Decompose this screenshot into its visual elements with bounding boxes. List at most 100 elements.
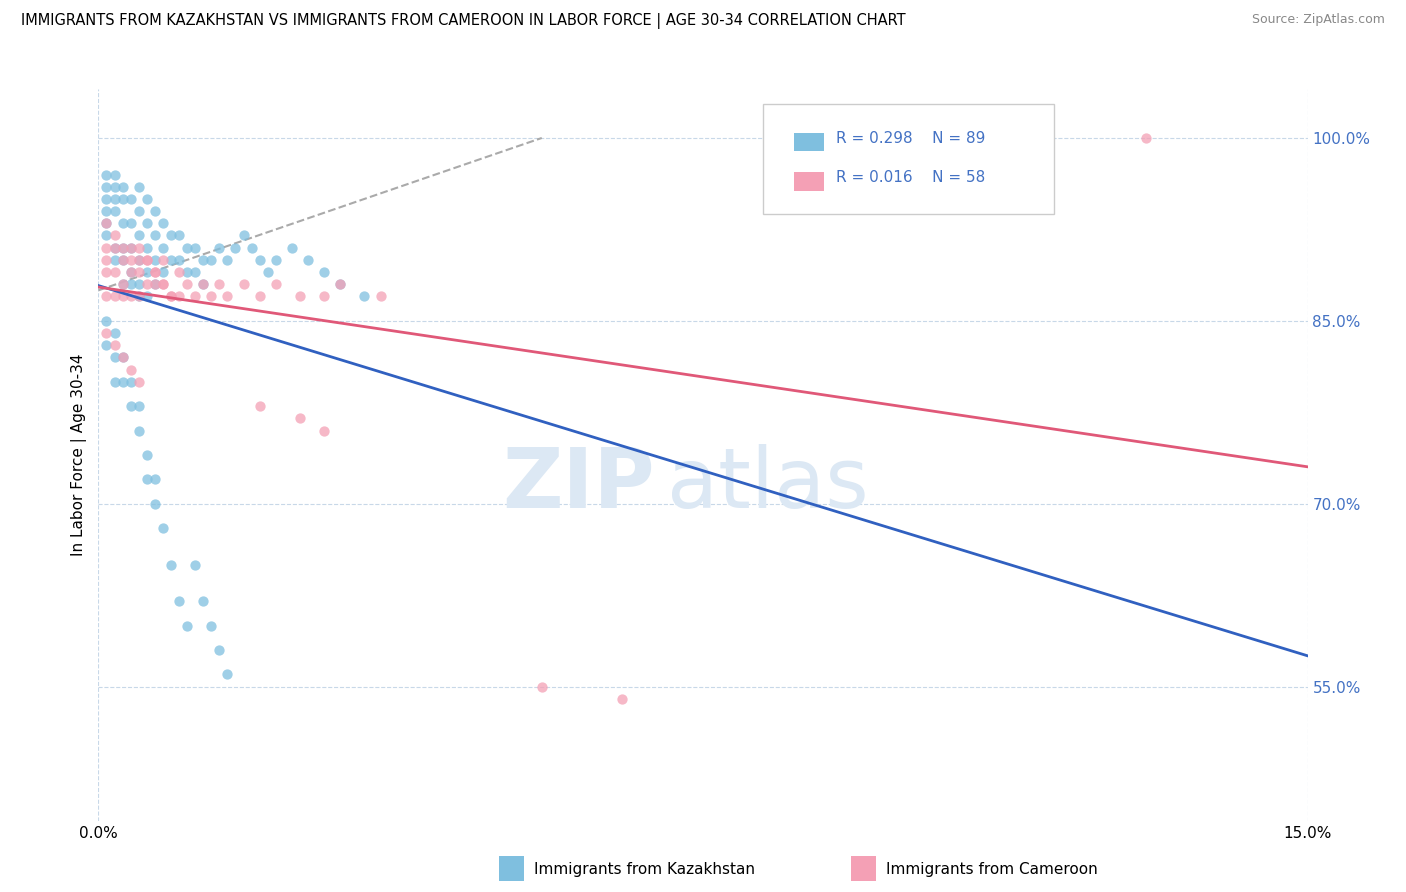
Point	[135, 265, 157, 279]
Point	[193, 252, 215, 267]
Point	[208, 643, 231, 657]
Point	[167, 265, 190, 279]
Point	[111, 289, 134, 303]
Point	[111, 179, 134, 194]
Point	[160, 558, 183, 572]
Point	[103, 179, 125, 194]
Point	[232, 228, 254, 243]
Point	[143, 228, 166, 243]
Point	[96, 179, 118, 194]
Point	[193, 277, 215, 292]
Point	[249, 399, 271, 413]
Point	[103, 338, 125, 352]
Point	[128, 241, 150, 255]
Point	[288, 289, 311, 303]
Point	[612, 691, 634, 706]
Point	[135, 472, 157, 486]
Point	[208, 241, 231, 255]
Point	[103, 241, 125, 255]
Point	[120, 216, 142, 230]
Point	[530, 680, 553, 694]
Point	[160, 289, 183, 303]
Point	[128, 424, 150, 438]
Point	[249, 252, 271, 267]
Point	[176, 241, 198, 255]
Point	[329, 277, 352, 292]
Point	[1135, 131, 1157, 145]
Point	[176, 277, 198, 292]
Point	[184, 289, 207, 303]
Point	[111, 277, 134, 292]
Point	[103, 252, 125, 267]
Point	[111, 216, 134, 230]
Point	[128, 204, 150, 219]
Point	[143, 472, 166, 486]
Point	[184, 558, 207, 572]
Point	[135, 192, 157, 206]
Point	[143, 265, 166, 279]
Point	[208, 277, 231, 292]
Point	[120, 265, 142, 279]
Point	[120, 277, 142, 292]
Point	[96, 314, 118, 328]
Point	[111, 375, 134, 389]
Point	[135, 216, 157, 230]
Text: IMMIGRANTS FROM KAZAKHSTAN VS IMMIGRANTS FROM CAMEROON IN LABOR FORCE | AGE 30-3: IMMIGRANTS FROM KAZAKHSTAN VS IMMIGRANTS…	[21, 13, 905, 29]
Point	[160, 252, 183, 267]
Point	[143, 265, 166, 279]
Point	[184, 265, 207, 279]
Point	[96, 204, 118, 219]
Point	[143, 497, 166, 511]
Point	[152, 241, 174, 255]
Text: R = 0.298    N = 89: R = 0.298 N = 89	[837, 131, 986, 145]
Point	[128, 399, 150, 413]
Point	[111, 192, 134, 206]
Point	[152, 265, 174, 279]
Point	[297, 252, 319, 267]
Point	[184, 241, 207, 255]
Point	[264, 277, 287, 292]
Point	[120, 192, 142, 206]
Point	[96, 265, 118, 279]
Point	[193, 277, 215, 292]
Point	[135, 289, 157, 303]
Point	[96, 216, 118, 230]
Point	[96, 216, 118, 230]
Point	[176, 618, 198, 632]
Point	[120, 252, 142, 267]
Point	[370, 289, 392, 303]
Point	[103, 326, 125, 340]
Point	[152, 252, 174, 267]
Point	[217, 252, 239, 267]
Point	[152, 521, 174, 535]
Point	[143, 252, 166, 267]
Point	[103, 351, 125, 365]
Point	[128, 265, 150, 279]
Point	[160, 289, 183, 303]
Point	[167, 289, 190, 303]
Point	[96, 192, 118, 206]
Point	[103, 289, 125, 303]
Point	[135, 241, 157, 255]
Point	[143, 277, 166, 292]
Point	[103, 375, 125, 389]
Point	[103, 192, 125, 206]
Point	[353, 289, 375, 303]
Point	[135, 252, 157, 267]
Point	[314, 265, 336, 279]
Point	[111, 351, 134, 365]
Text: Immigrants from Kazakhstan: Immigrants from Kazakhstan	[534, 863, 755, 877]
Point	[111, 351, 134, 365]
Point	[249, 289, 271, 303]
Text: Source: ZipAtlas.com: Source: ZipAtlas.com	[1251, 13, 1385, 27]
Point	[135, 252, 157, 267]
Point	[120, 289, 142, 303]
Point	[128, 289, 150, 303]
Point	[143, 204, 166, 219]
Text: atlas: atlas	[666, 443, 869, 524]
Point	[103, 228, 125, 243]
Point	[128, 228, 150, 243]
Point	[193, 594, 215, 608]
Point	[176, 265, 198, 279]
Point	[103, 241, 125, 255]
